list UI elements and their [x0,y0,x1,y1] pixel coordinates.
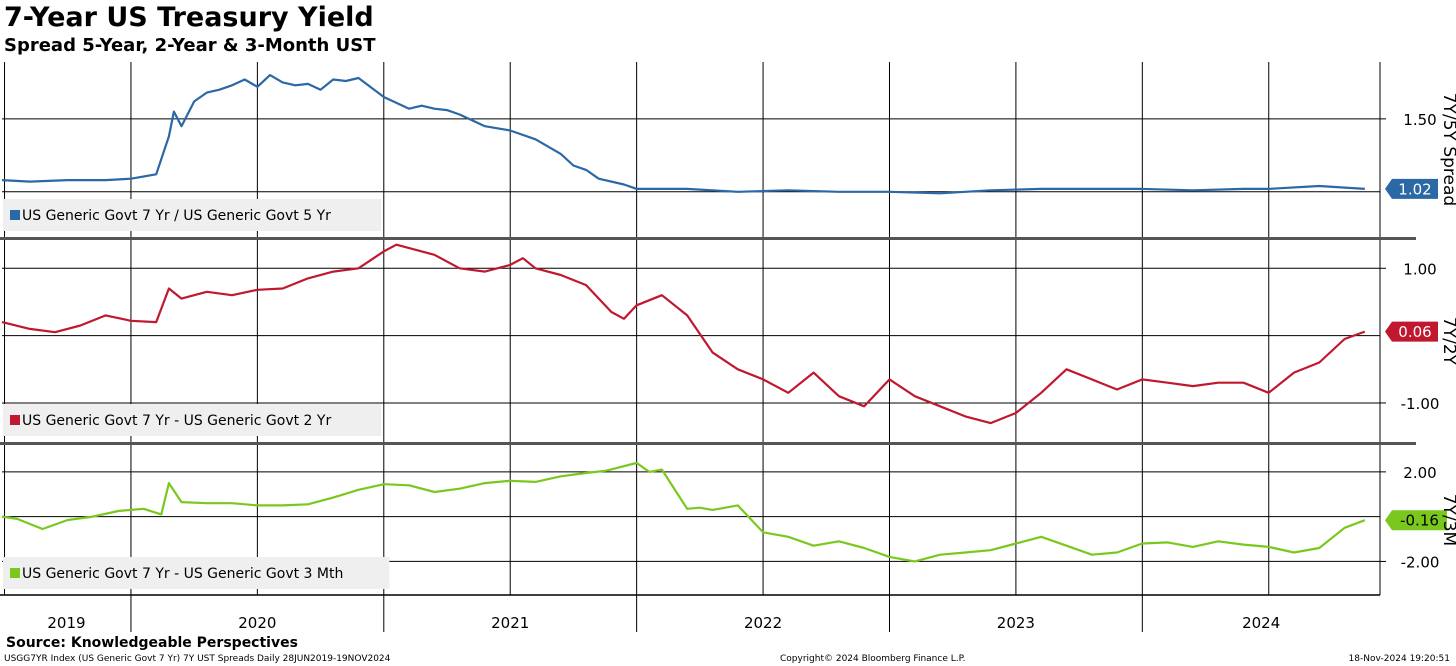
legend-box [3,404,382,436]
axis-title: 7Y/2Y [1439,317,1456,366]
legend-label: US Generic Govt 7 Yr / US Generic Govt 5… [22,208,331,224]
footer-index-info: USGG7YR Index (US Generic Govt 7 Yr) 7Y … [4,654,391,664]
x-tick-label: 2021 [491,614,529,632]
footer-timestamp: 18-Nov-2024 19:20:51 [1348,654,1450,664]
last-value-tag [1385,510,1447,531]
x-tick-label: 2023 [997,614,1035,632]
last-value-label: -0.16 [1400,512,1439,530]
legend-swatch [10,415,20,425]
x-tick-label: 2022 [744,614,782,632]
chart-subtitle: Spread 5-Year, 2-Year & 3-Month UST [4,35,376,56]
last-value-tag [1385,178,1438,199]
axis-title: 7Y/3M [1439,494,1456,546]
last-value-label: 0.06 [1398,323,1431,341]
series-line [1,74,1365,195]
x-tick-label: 2024 [1242,614,1280,632]
source-note: Source: Knowledgeable Perspectives [6,635,298,651]
axis-title: 7Y/5Y Spread [1439,93,1456,206]
chart-title: 7-Year US Treasury Yield [4,2,374,33]
y-tick-label: -2.00 [1401,553,1440,571]
y-tick-label: -1.00 [1401,395,1440,413]
series-line [1,461,1366,563]
last-value-label: 1.02 [1398,180,1431,198]
legend-box [3,557,390,589]
y-tick-label: 1.50 [1403,111,1436,129]
last-value-tag [1385,321,1438,342]
footer-copyright: Copyright© 2024 Bloomberg Finance L.P. [780,654,966,664]
legend-box [3,199,382,231]
x-tick-label: 2019 [47,614,85,632]
y-tick-label: 2.00 [1403,464,1436,482]
legend-swatch [10,568,20,578]
legend-swatch [10,210,20,220]
legend-label: US Generic Govt 7 Yr - US Generic Govt 2… [22,413,331,429]
legend-label: US Generic Govt 7 Yr - US Generic Govt 3… [22,566,343,582]
y-tick-label: 1.00 [1403,260,1436,278]
series-line [1,243,1366,425]
x-tick-label: 2020 [238,614,276,632]
